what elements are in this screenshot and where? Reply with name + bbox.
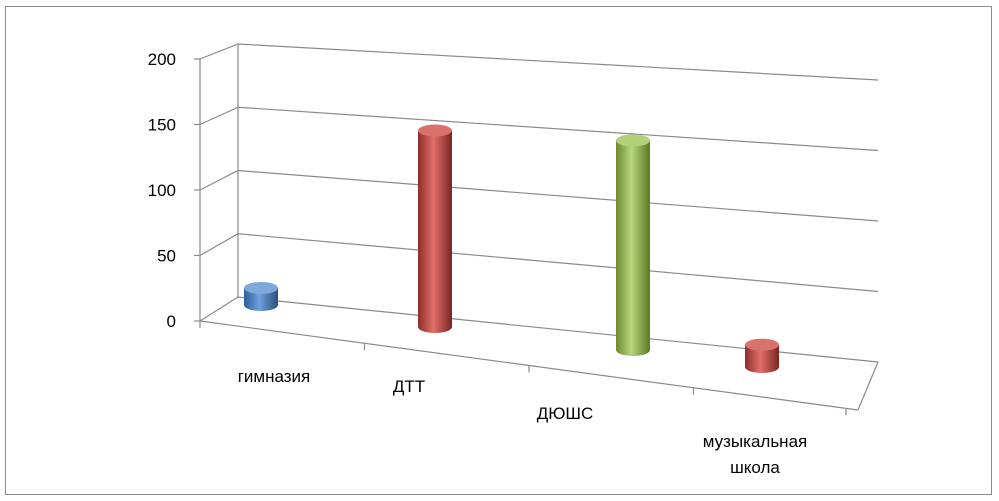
y-tick-labels: 0 50 100 150 200	[148, 50, 176, 331]
bar	[745, 338, 779, 373]
y-tick-label: 50	[157, 247, 176, 266]
x-category-label: ДТТ	[393, 377, 425, 396]
chart-frame	[5, 6, 992, 495]
floor-right-edge	[857, 361, 879, 411]
bar	[244, 281, 278, 311]
y-tick-label: 0	[167, 312, 176, 331]
x-category-label: гимназия	[238, 367, 311, 386]
bar-top	[418, 124, 452, 137]
bar-body	[745, 344, 779, 373]
bar-body	[418, 130, 452, 333]
category-labels: гимназия ДТТ ДЮШС музыкальная школа	[238, 367, 808, 477]
axes	[194, 44, 879, 416]
bar-body	[244, 287, 278, 311]
x-category-label: ДЮШС	[537, 404, 594, 423]
bar-top	[745, 338, 779, 351]
bar-top	[244, 281, 278, 294]
gridline	[199, 43, 879, 81]
bar	[418, 124, 452, 333]
x-category-label: музыкальная школа	[703, 432, 807, 477]
bar	[616, 134, 650, 356]
gridlines	[199, 43, 879, 363]
bar-top	[616, 134, 650, 147]
gridline	[199, 106, 879, 152]
gridline	[199, 169, 879, 222]
gridline	[199, 233, 879, 293]
bar-body	[616, 140, 650, 356]
y-tick-label: 150	[148, 116, 176, 135]
y-tick-label: 200	[148, 50, 176, 69]
y-tick-label: 100	[148, 181, 176, 200]
bars	[244, 124, 779, 373]
